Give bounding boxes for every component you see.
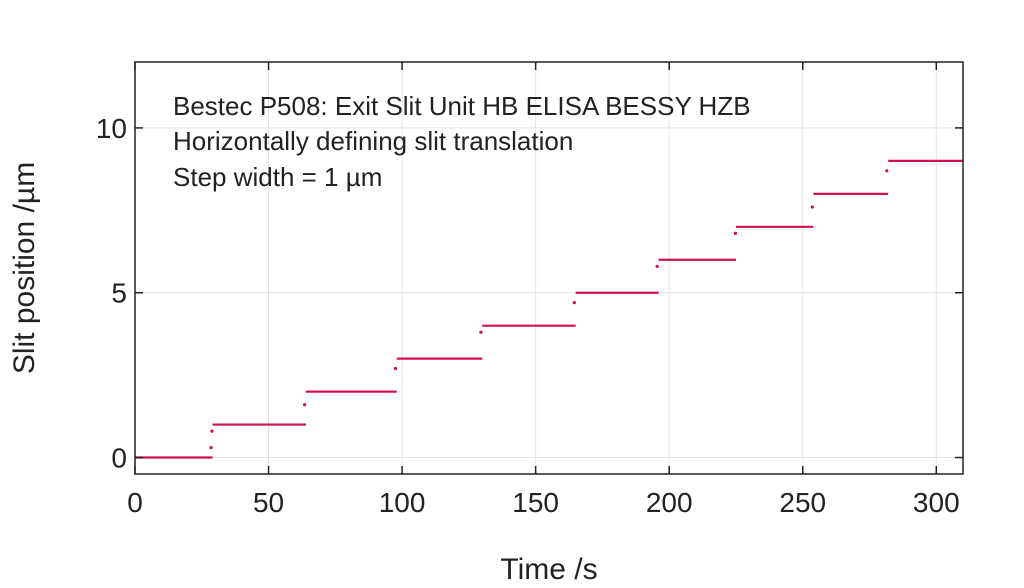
transition-point-6 bbox=[655, 264, 659, 268]
transition-point-3 bbox=[393, 366, 398, 371]
annotation-line-3: Step width = 1 µm bbox=[173, 162, 382, 192]
transition-point-5 bbox=[572, 301, 576, 305]
series-layer bbox=[135, 159, 963, 459]
transition-point-1 bbox=[210, 429, 214, 433]
x-tick-label-5: 250 bbox=[779, 487, 826, 518]
annotation-line-2: Horizontally defining slit translation bbox=[173, 126, 573, 156]
y-axis-title: Slit position /µm bbox=[8, 162, 41, 374]
grid-layer bbox=[135, 62, 963, 474]
annotation-line-1: Bestec P508: Exit Slit Unit HB ELISA BES… bbox=[173, 91, 751, 121]
x-axis-title: Time /s bbox=[500, 553, 597, 586]
tick-layer bbox=[134, 62, 963, 474]
transition-point-7 bbox=[733, 231, 738, 235]
x-tick-label-6: 300 bbox=[913, 487, 960, 518]
label-layer: 0 50 100 150 200 250 300 0 5 10 bbox=[96, 113, 960, 518]
y-tick-label-1: 5 bbox=[111, 278, 127, 309]
transition-point-2 bbox=[303, 403, 307, 407]
x-tick-label-0: 0 bbox=[127, 487, 143, 518]
transition-point-8 bbox=[810, 205, 814, 209]
x-tick-label-2: 100 bbox=[379, 487, 426, 518]
x-tick-label-3: 150 bbox=[512, 487, 559, 518]
x-tick-label-1: 50 bbox=[253, 487, 284, 518]
y-tick-label-2: 10 bbox=[96, 113, 127, 144]
transition-point-4 bbox=[479, 330, 483, 334]
transition-point-0 bbox=[209, 446, 213, 450]
transition-point-9 bbox=[885, 169, 889, 173]
y-tick-label-0: 0 bbox=[111, 443, 127, 474]
plot-frame bbox=[134, 61, 964, 475]
x-tick-label-4: 200 bbox=[646, 487, 693, 518]
